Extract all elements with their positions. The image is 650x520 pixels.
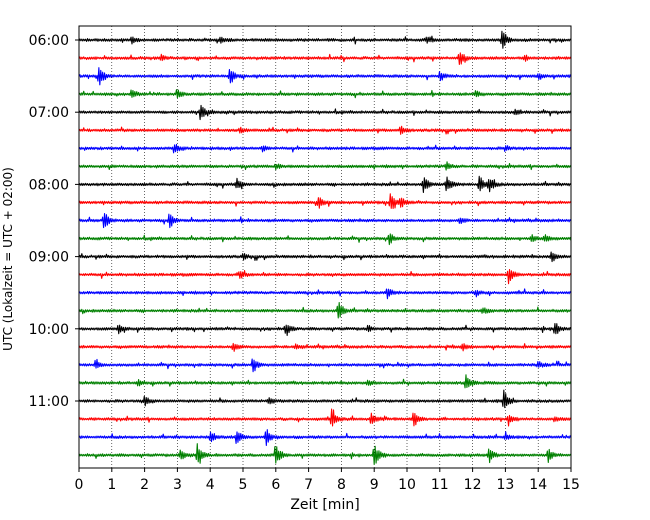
trace-layer: [78, 30, 572, 465]
x-tick-label: 1: [107, 477, 116, 493]
y-tick-label: 06:00: [29, 33, 69, 49]
trace-row-0915: [78, 268, 572, 285]
trace-row-1145: [78, 443, 572, 465]
trace-row-0815: [78, 193, 572, 209]
x-tick-label: 4: [206, 477, 215, 493]
x-tick-label: 13: [496, 477, 514, 493]
trace-row-0830: [78, 212, 572, 229]
y-tick-label: 11:00: [29, 394, 69, 410]
trace-row-0700: [78, 104, 572, 121]
trace-row-1130: [78, 429, 572, 447]
x-tick-label: 5: [239, 477, 248, 493]
y-tick-label: 09:00: [29, 250, 69, 266]
plot-frame: [78, 25, 572, 469]
x-tick-label: 11: [431, 477, 449, 493]
x-tick-label: 7: [304, 477, 313, 493]
trace-row-0600: [78, 30, 572, 49]
y-axis-title: UTC (Lokalzeit = UTC + 02:00): [1, 167, 15, 351]
trace-row-1015: [78, 342, 572, 352]
x-tick-label: 12: [464, 477, 482, 493]
trace-row-0945: [78, 301, 572, 319]
trace-row-0715: [78, 125, 572, 135]
trace-row-0745: [78, 161, 572, 171]
trace-row-1045: [78, 374, 572, 389]
x-tick-label: 6: [271, 477, 280, 493]
x-tick-label: 8: [337, 477, 346, 493]
trace-row-0845: [78, 233, 572, 246]
trace-row-1030: [78, 358, 572, 373]
trace-row-0930: [78, 288, 572, 300]
x-tick-label: 9: [370, 477, 379, 493]
y-axis: 06:00 07:00 08:00 09:00 10:00 11:00: [29, 33, 79, 410]
trace-row-0630: [78, 67, 572, 86]
x-tick-label: 0: [75, 477, 84, 493]
x-tick-label: 10: [398, 477, 416, 493]
trace-row-0730: [78, 143, 572, 154]
trace-row-0645: [78, 89, 572, 99]
trace-row-0800: [78, 175, 572, 194]
trace-row-0900: [78, 251, 572, 263]
x-axis-title: Zeit [min]: [290, 497, 359, 513]
x-axis: 0 1 2 3 4 5 6 7 8 9 10 11 12 13 14 15: [75, 468, 580, 493]
x-tick-label: 3: [173, 477, 182, 493]
x-tick-label: 15: [562, 477, 580, 493]
x-tick-label: 14: [529, 477, 547, 493]
trace-row-1100: [78, 389, 572, 409]
y-tick-label: 08:00: [29, 177, 69, 193]
y-tick-label: 10:00: [29, 322, 69, 338]
trace-row-0615: [78, 52, 572, 65]
x-tick-label: 2: [140, 477, 149, 493]
trace-row-1000: [78, 323, 572, 336]
y-tick-label: 07:00: [29, 105, 69, 121]
trace-row-1115: [78, 408, 572, 427]
